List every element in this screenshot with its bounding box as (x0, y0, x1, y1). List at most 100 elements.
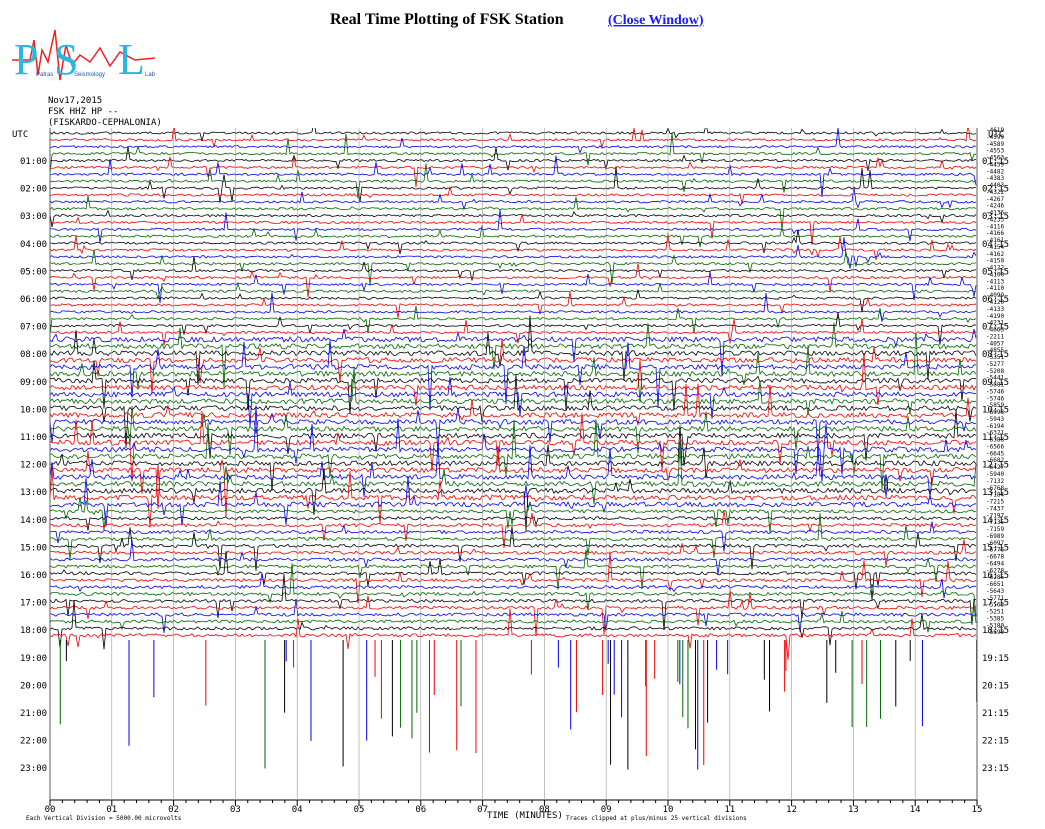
trace-offset: -4162 (986, 251, 1004, 258)
hour-label: 10:00 (20, 405, 47, 415)
trace-offset: -4110 (986, 285, 1004, 292)
trace-offset: -4267 (986, 196, 1004, 203)
trace-offset: -4231 (986, 320, 1004, 327)
trace (50, 573, 977, 599)
trace-offset: -6278 (986, 567, 1004, 574)
trace-offset: -6989 (986, 533, 1004, 540)
clip-note: Traces clipped at plus/minus 25 vertical… (566, 815, 747, 822)
trace-offset: -4120 (986, 299, 1004, 306)
hour-label: 17:15 (982, 599, 1009, 609)
trace-offset: -6494 (986, 560, 1004, 567)
info-line: Nov17,2015 (48, 96, 102, 106)
trace-offset: -4663 (986, 327, 1004, 334)
trace-offset: -4116 (986, 223, 1004, 230)
trace-offset: -4136 (986, 210, 1004, 217)
trace (50, 163, 977, 199)
trace-offset: -4122 (986, 265, 1004, 272)
trace (50, 551, 977, 604)
hour-label: 07:00 (20, 323, 47, 333)
trace (50, 374, 977, 449)
logo-letter: L (118, 35, 145, 84)
trace (50, 318, 977, 346)
hour-label: 21:00 (20, 709, 47, 719)
trace-offset: -6682 (986, 457, 1004, 464)
hour-label: 02:00 (20, 185, 47, 195)
trace (50, 256, 977, 281)
hour-label: 18:15 (982, 626, 1009, 636)
trace-offset: -5690 (986, 629, 1004, 636)
trace-offset: -5180 (986, 622, 1004, 629)
hour-label: 02:15 (982, 185, 1009, 195)
trace-offset: -7215 (986, 499, 1004, 506)
hour-label: 11:15 (982, 433, 1009, 443)
trace (50, 589, 977, 636)
trace-offset: -4599 (986, 134, 1004, 141)
x-tick-label: 15 (972, 805, 983, 815)
x-tick-label: 12 (786, 805, 797, 815)
trace (50, 550, 977, 601)
trace (50, 322, 977, 388)
trace (50, 516, 977, 531)
trace (50, 128, 977, 142)
hour-label: 12:00 (20, 461, 47, 471)
x-tick-label: 09 (601, 805, 612, 815)
trace-offset: -4057 (986, 340, 1004, 347)
logo-word: Seismology (74, 72, 105, 78)
x-tick-label: 02 (168, 805, 179, 815)
x-axis-label: TIME (MINUTES) (487, 811, 563, 821)
hour-label: 20:15 (982, 681, 1009, 691)
trace (50, 526, 977, 571)
trace (50, 249, 977, 286)
trace (50, 187, 977, 211)
hour-label: 19:15 (982, 654, 1009, 664)
trace-offset: -4322 (986, 189, 1004, 196)
hour-label: 23:00 (20, 764, 47, 774)
hour-label: 20:00 (20, 681, 47, 691)
trace (50, 328, 977, 377)
close-window-link[interactable]: (Close Window) (608, 13, 704, 28)
trace (50, 442, 977, 505)
trace (50, 214, 977, 245)
trace-offset: -5746 (986, 388, 1004, 395)
trace-offset: -5351 (986, 354, 1004, 361)
trace-offset: -6321 (986, 430, 1004, 437)
trace (50, 305, 977, 336)
trace-offset: -4190 (986, 313, 1004, 320)
trace-offset: -6776 (986, 547, 1004, 554)
hour-label: 14:00 (20, 516, 47, 526)
trace (50, 445, 977, 518)
trace (50, 360, 977, 415)
trace-offset: -4166 (986, 230, 1004, 237)
hour-label: 22:00 (20, 737, 47, 747)
hour-label: 15:00 (20, 543, 47, 553)
trace (50, 366, 977, 415)
trace (50, 376, 977, 427)
hour-label: 09:15 (982, 378, 1009, 388)
hour-label: 14:15 (982, 516, 1009, 526)
trace (50, 476, 977, 527)
trace (50, 225, 977, 248)
trace (50, 574, 977, 631)
hour-label: 07:15 (982, 323, 1009, 333)
logo-word: Lab (145, 72, 156, 78)
trace-offset: -4459 (986, 161, 1004, 168)
hour-label: 13:00 (20, 488, 47, 498)
trace-offset: -5277 (986, 361, 1004, 368)
trace-offset: -4161 (986, 237, 1004, 244)
trace-offset: -6645 (986, 450, 1004, 457)
trace-offset: -5563 (986, 602, 1004, 609)
trace-offset: -6097 (986, 540, 1004, 547)
x-tick-label: 06 (415, 805, 426, 815)
hour-label: 01:15 (982, 157, 1009, 167)
trace (50, 237, 977, 269)
hour-label: 01:00 (20, 157, 47, 167)
trace-offset: -7184 (986, 492, 1004, 499)
hour-label: 06:00 (20, 295, 47, 305)
trace (50, 292, 977, 322)
trace-offset: -4482 (986, 168, 1004, 175)
trace-offset: -6768 (986, 485, 1004, 492)
trace (50, 282, 977, 301)
x-tick-label: 01 (106, 805, 117, 815)
